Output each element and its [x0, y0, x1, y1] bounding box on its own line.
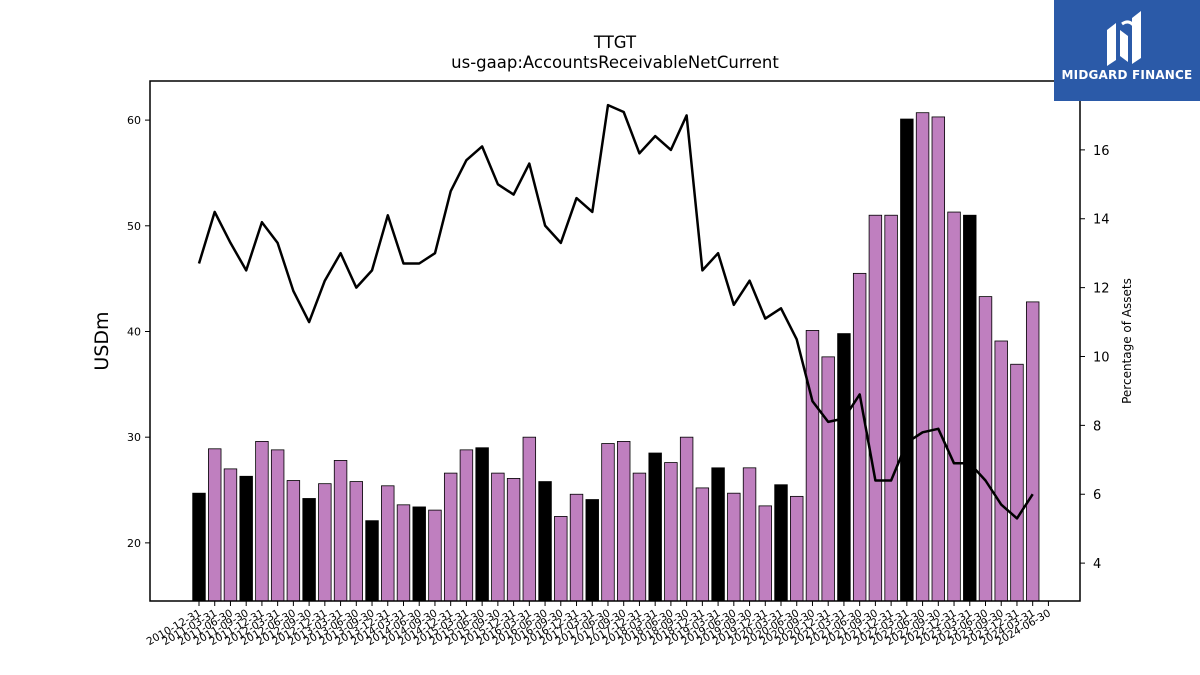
bar-series	[192, 112, 1040, 602]
y2-tick-label: 8	[1093, 419, 1101, 434]
bar	[554, 516, 568, 602]
bar	[491, 472, 505, 602]
bar	[255, 441, 269, 602]
bar	[569, 493, 584, 602]
bar	[192, 492, 206, 602]
logo-mark-icon	[1107, 11, 1141, 66]
bar	[318, 483, 332, 602]
y-tick-label: 40	[127, 325, 141, 338]
bar	[428, 509, 442, 602]
y2-tick-label: 4	[1093, 557, 1101, 572]
bar	[711, 467, 725, 602]
y-tick-label: 30	[127, 431, 141, 444]
bar	[1010, 363, 1024, 602]
bar	[239, 475, 253, 602]
bar	[365, 520, 379, 602]
bar	[208, 448, 222, 602]
bar	[947, 211, 961, 602]
bar	[963, 214, 977, 602]
bar	[286, 480, 301, 602]
bar	[790, 495, 804, 602]
plot-frame	[149, 80, 1081, 602]
y-axis-label: USDm	[91, 311, 113, 370]
bar	[381, 485, 395, 602]
y2-tick-label: 14	[1093, 213, 1110, 228]
bar	[585, 499, 599, 602]
bar	[884, 214, 898, 602]
bar	[506, 477, 521, 602]
bar	[302, 498, 316, 602]
bar	[412, 506, 426, 602]
bar	[758, 505, 772, 602]
right-axis: 4 6 8 10 12 14 16	[1080, 144, 1110, 572]
y-tick-label: 20	[127, 537, 141, 550]
bar	[774, 484, 788, 602]
bar	[443, 472, 458, 602]
bar	[270, 449, 285, 602]
bar	[852, 272, 867, 602]
chart-subtitle: us-gaap:AccountsReceivableNetCurrent	[451, 53, 779, 72]
bar	[679, 436, 694, 602]
bar	[648, 452, 662, 602]
y2-tick-label: 10	[1093, 350, 1110, 365]
bar	[1025, 301, 1040, 602]
y-tick-label: 60	[127, 114, 141, 127]
brand-logo: MIDGARD FINANCE	[1054, 0, 1200, 101]
bar	[837, 333, 851, 602]
y2-tick-label: 6	[1093, 488, 1101, 503]
left-axis: 20 30 40 50 60	[127, 114, 150, 550]
y2-tick-label: 16	[1093, 144, 1110, 159]
bar	[915, 112, 930, 602]
bar	[475, 447, 489, 602]
bar	[333, 460, 348, 602]
bar	[805, 330, 820, 602]
bar	[664, 462, 678, 602]
bar	[223, 468, 238, 602]
percentage-line	[197, 103, 1034, 520]
bar	[349, 481, 364, 602]
bar	[538, 481, 552, 602]
bar	[931, 116, 946, 602]
bar	[727, 492, 741, 602]
bar	[396, 504, 411, 602]
bar	[868, 214, 883, 602]
bar	[601, 443, 615, 602]
y2-axis-label: Percentage of Assets	[1120, 278, 1134, 404]
chart-title: TTGT	[593, 33, 637, 52]
logo-text: MIDGARD FINANCE	[1061, 68, 1193, 82]
line-series	[197, 103, 1034, 520]
bar	[821, 356, 835, 602]
bar	[978, 296, 993, 602]
bar	[459, 449, 474, 602]
bar	[900, 118, 914, 602]
bar	[695, 487, 710, 602]
bar	[522, 436, 537, 602]
bar	[742, 467, 757, 602]
bar	[632, 472, 647, 602]
bar	[617, 441, 631, 602]
y2-tick-label: 12	[1093, 282, 1110, 297]
x-axis: 2010-12-312011-03-312011-06-302011-09-30…	[145, 601, 1053, 648]
bar	[994, 340, 1008, 602]
y-tick-label: 50	[127, 220, 141, 233]
